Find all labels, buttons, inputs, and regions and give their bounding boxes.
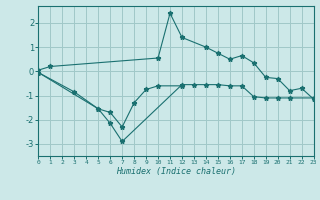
X-axis label: Humidex (Indice chaleur): Humidex (Indice chaleur) [116, 167, 236, 176]
